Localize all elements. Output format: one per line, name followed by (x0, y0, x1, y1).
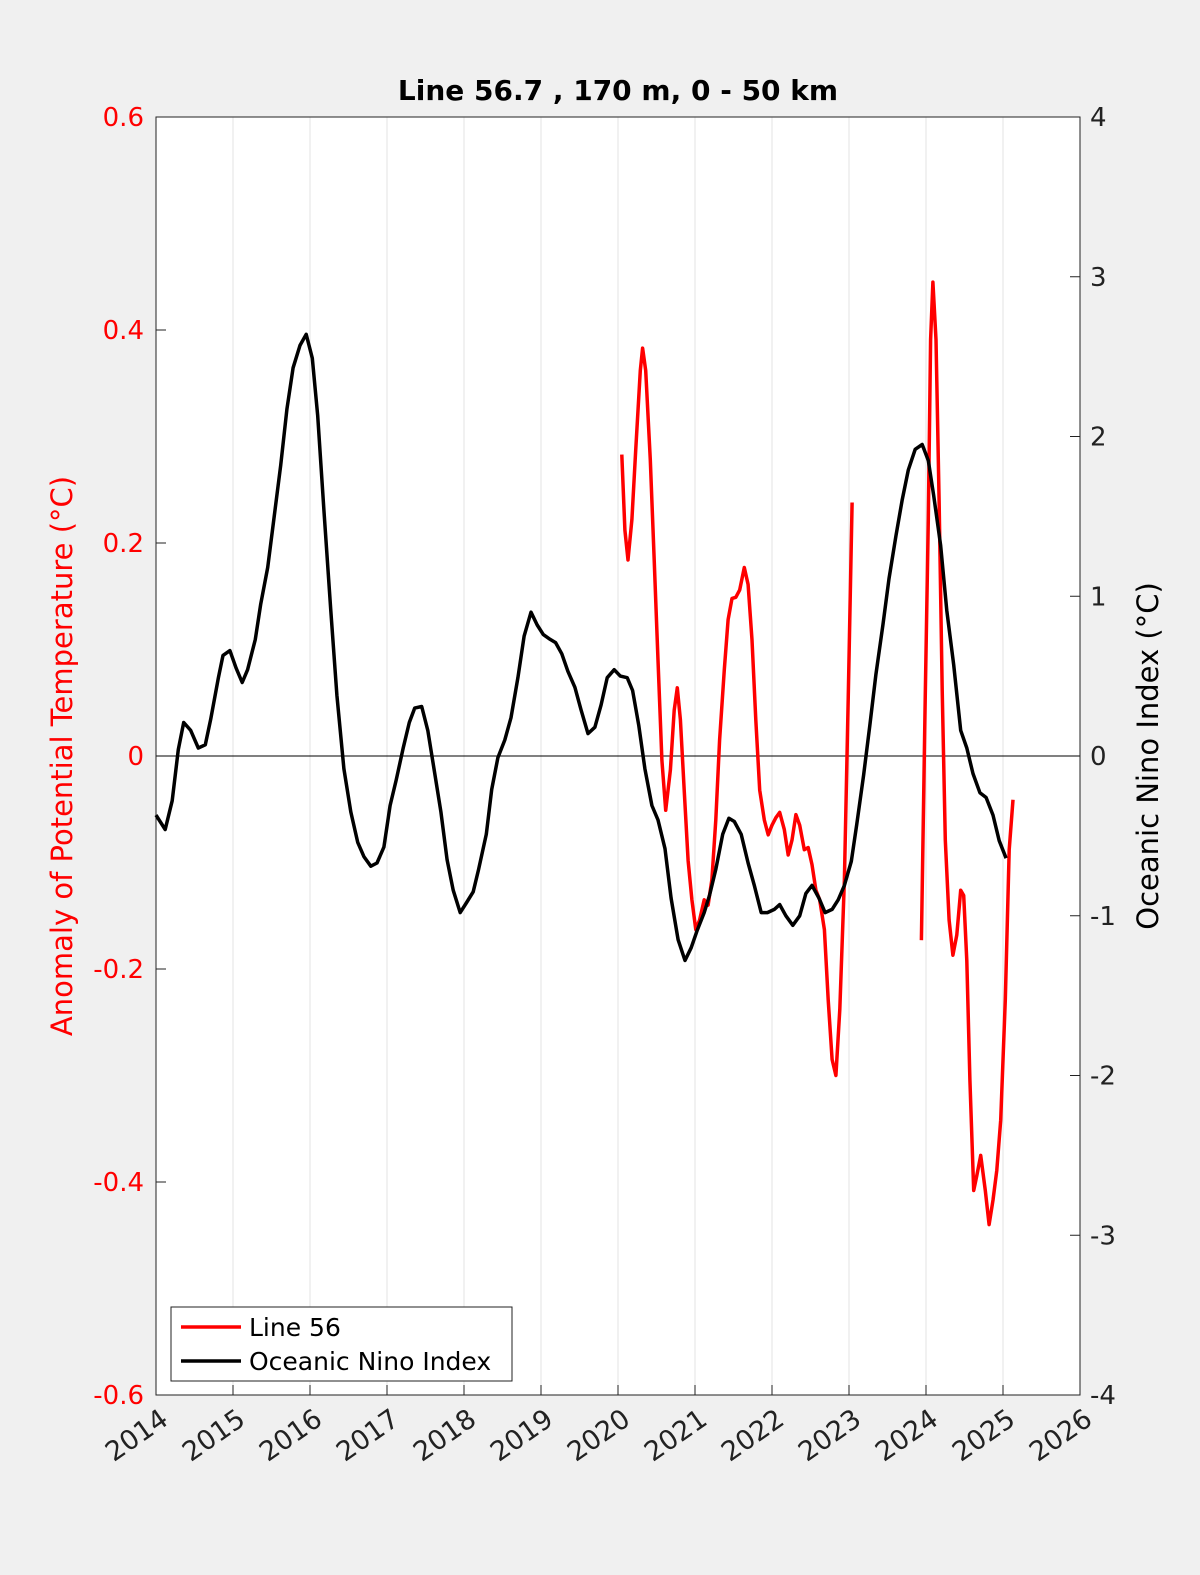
y2-tick-label: 2 (1090, 423, 1107, 453)
series-line (154, 332, 1008, 963)
x-tick-label: 2015 (177, 1403, 251, 1468)
y-tick-label: -0.6 (93, 1381, 144, 1411)
y2-tick-label: 1 (1090, 582, 1107, 612)
y2-tick-label: -2 (1090, 1062, 1116, 1092)
chart-title: Line 56.7 , 170 m, 0 - 50 km (398, 74, 838, 107)
y-tick-label: 0 (127, 742, 144, 772)
axes-box (155, 116, 1081, 1396)
y2-tick-label: -4 (1090, 1381, 1116, 1411)
y-tick-label: 0.4 (103, 316, 144, 346)
y2-tick-label: -3 (1090, 1221, 1116, 1251)
x-tick-label: 2023 (793, 1403, 867, 1468)
y-tick-label: -0.4 (93, 1168, 144, 1198)
x-tick-label: 2026 (1024, 1403, 1098, 1468)
x-tick-label: 2014 (100, 1403, 174, 1468)
y2-tick-label: 3 (1090, 263, 1107, 293)
y2-tick-label: 4 (1090, 103, 1107, 133)
x-tick-label: 2020 (562, 1403, 636, 1468)
x-tick-label: 2016 (254, 1403, 328, 1468)
y-axis-label: Anomaly of Potential Temperature (°C) (45, 476, 79, 1036)
series-line (620, 280, 1015, 1227)
legend-label: Oceanic Nino Index (249, 1347, 491, 1376)
x-tick-label: 2019 (485, 1403, 559, 1468)
y2-tick-label: 0 (1090, 742, 1107, 772)
x-tick-label: 2024 (870, 1403, 944, 1468)
y2-axis-label: Oceanic Nino Index (°C) (1131, 582, 1165, 930)
x-tick-label: 2021 (639, 1403, 713, 1468)
x-tick-label: 2022 (716, 1403, 790, 1468)
y-tick-label: 0.2 (103, 529, 144, 559)
y-tick-label: 0.6 (103, 103, 144, 133)
x-tick-label: 2018 (408, 1403, 482, 1468)
x-tick-label: 2025 (947, 1403, 1021, 1468)
legend-box (170, 1306, 513, 1382)
legend-label: Line 56 (249, 1313, 341, 1342)
y-tick-label: -0.2 (93, 955, 144, 985)
x-tick-label: 2017 (331, 1403, 405, 1468)
y2-tick-label: -1 (1090, 902, 1116, 932)
